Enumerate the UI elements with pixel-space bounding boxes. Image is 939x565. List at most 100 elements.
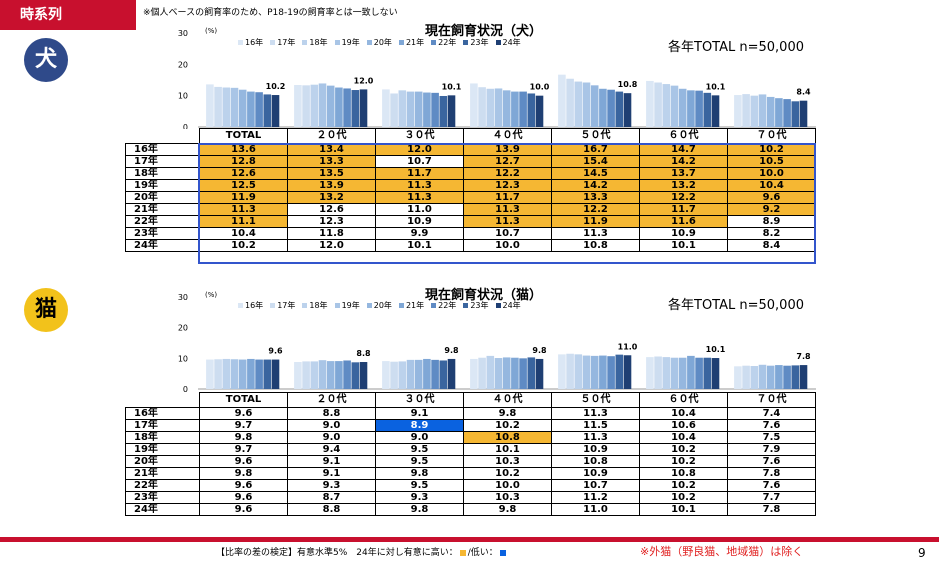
dog-bar-0-1 [214,86,222,127]
cat-bar-chart: 0 10 20 30 (%) 9.6 8.8 9.8 9.8 11.0 10.1 7.8 [178,291,816,394]
section-tag: 時系列 [0,0,136,30]
cat-bar-2-3 [406,359,415,389]
cat-bar-2-1 [390,361,398,389]
cat-legend-item: 21年 [398,300,425,311]
bottom-rule [0,537,939,542]
dog-table-cell: 11.9 [199,191,288,204]
dog-table-cell: 10.9 [639,227,728,240]
cat-table-cell: 9.0 [375,431,464,444]
dog-table-col-header: ７０代 [727,128,816,144]
cat-bar-6-1 [742,365,750,389]
dog-bar-1-1 [302,85,310,127]
dog-legend: 16年 17年 18年 19年 20年 21年 22年 23年 24年 [238,37,521,48]
dog-table-cell: 13.2 [639,179,728,192]
dog-bar-0-7 [263,94,272,127]
dog-legend-label: 24年 [502,38,521,47]
dog-bar-5-7 [703,92,712,127]
cat-bar-3-6 [519,358,527,389]
cat-table-cell: 9.0 [287,419,376,432]
dog-table-cell: 10.8 [551,239,640,252]
cat-bar-4-0 [558,354,566,389]
cat-table-row-header: 22年 [125,479,200,492]
dog-table-cell: 12.7 [463,155,552,168]
cat-table-col-header: ３０代 [375,392,464,408]
dog-table-cell: 11.7 [463,191,552,204]
dog-table-cell: 8.4 [727,239,816,252]
cat-bar-1-0 [294,362,302,389]
cat-bar-1-1 [302,361,310,389]
cat-table-cell: 9.3 [375,491,464,504]
cat-table-row-header: 24年 [125,503,200,516]
dog-table-cell: 14.7 [639,143,728,156]
dog-legend-item: 22年 [431,37,456,48]
dog-table-corner [125,128,200,144]
cat-bar-3-0 [470,358,478,389]
dog-bar-1-2 [310,84,319,127]
cat-legend-label: 18年 [309,301,328,310]
cat-legend-item: 18年 [302,300,328,311]
cat-table-cell: 10.9 [551,443,640,456]
dog-bar-2-4 [414,91,423,127]
cat-table-cell: 8.8 [287,503,376,516]
cat-table-cell: 11.3 [551,431,640,444]
cat-bar-6-0 [734,366,742,389]
cat-table-cell: 11.3 [551,407,640,420]
dog-table-row-header: 22年 [125,215,200,228]
dog-table-cell: 10.0 [463,239,552,252]
dog-table-col-header: ２０代 [287,128,376,144]
dog-bar-1-7 [351,90,360,127]
dog-legend-swatch [495,40,501,45]
cat-data-label-4: 11.0 [618,342,638,351]
cat-table-row: 21年 9.8 9.1 9.8 10.2 10.9 10.8 7.8 [125,467,816,480]
cat-legend: 16年 17年 18年 19年 20年 21年 22年 23年 24年 [238,300,521,311]
cat-legend-item: 24年 [495,300,521,311]
dog-table-col-header: ３０代 [375,128,464,144]
dog-bar-2-5 [423,92,431,127]
dog-bar-5-6 [695,90,703,127]
cat-table-row-header: 19年 [125,443,200,456]
cat-legend-item: 20年 [366,300,392,311]
dog-table-cell: 11.6 [639,215,728,228]
cat-bar-5-0 [646,357,654,389]
cat-table-cell: 8.7 [287,491,376,504]
cat-table-cell: 9.1 [287,455,376,468]
cat-badge: 猫 [24,288,68,332]
cat-table-cell: 9.7 [199,419,288,432]
dog-table-cell: 10.7 [463,227,552,240]
cat-bar-3-8 [535,358,544,389]
cat-table-cell: 9.8 [375,467,464,480]
dog-legend-swatch [398,40,404,45]
cat-table-row: 23年 9.6 8.7 9.3 10.3 11.2 10.2 7.7 [125,491,816,504]
dog-legend-item: 24年 [495,37,521,48]
dog-n-label: 各年TOTAL n=50,000 [668,40,804,55]
cat-table-cell: 10.3 [463,491,552,504]
dog-table-row: 18年 12.6 13.5 11.7 12.2 14.5 13.7 10.0 [125,167,816,180]
dog-ytick-2: 20 [178,60,188,69]
cat-legend-label: 21年 [405,301,425,310]
dog-bar-3-4 [502,90,511,127]
dog-bar-5-5 [687,90,695,127]
cat-table-cell: 9.8 [463,407,552,420]
dog-table-cell: 16.7 [551,143,640,156]
cat-table-cell: 10.1 [463,443,552,456]
cat-table-cell: 9.6 [199,503,288,516]
cat-bar-2-8 [447,358,456,389]
cat-unit-label: (%) [205,291,217,299]
page-number: 9 [918,546,926,560]
dog-bar-4-7 [615,91,624,127]
cat-table-cell: 8.8 [287,407,376,420]
dog-bar-2-7 [439,95,448,127]
cat-bar-5-8 [711,358,720,389]
dog-table-cell: 10.5 [727,155,816,168]
dog-table-cell: 11.9 [551,215,640,228]
dog-bar-5-0 [646,80,654,127]
cat-bar-1-7 [351,362,360,389]
dog-table-row: 21年 11.3 12.6 11.0 11.3 12.2 11.7 9.2 [125,203,816,216]
cat-ytick-3: 30 [178,293,188,302]
dog-table-row: 24年 10.2 12.0 10.1 10.0 10.8 10.1 8.4 [125,239,816,252]
cat-bar-0-5 [247,358,255,389]
dog-table-cell: 14.2 [551,179,640,192]
cat-data-label-6: 7.8 [796,352,811,361]
dog-table-cell: 9.2 [727,203,816,216]
cat-bar-6-4 [766,365,775,389]
